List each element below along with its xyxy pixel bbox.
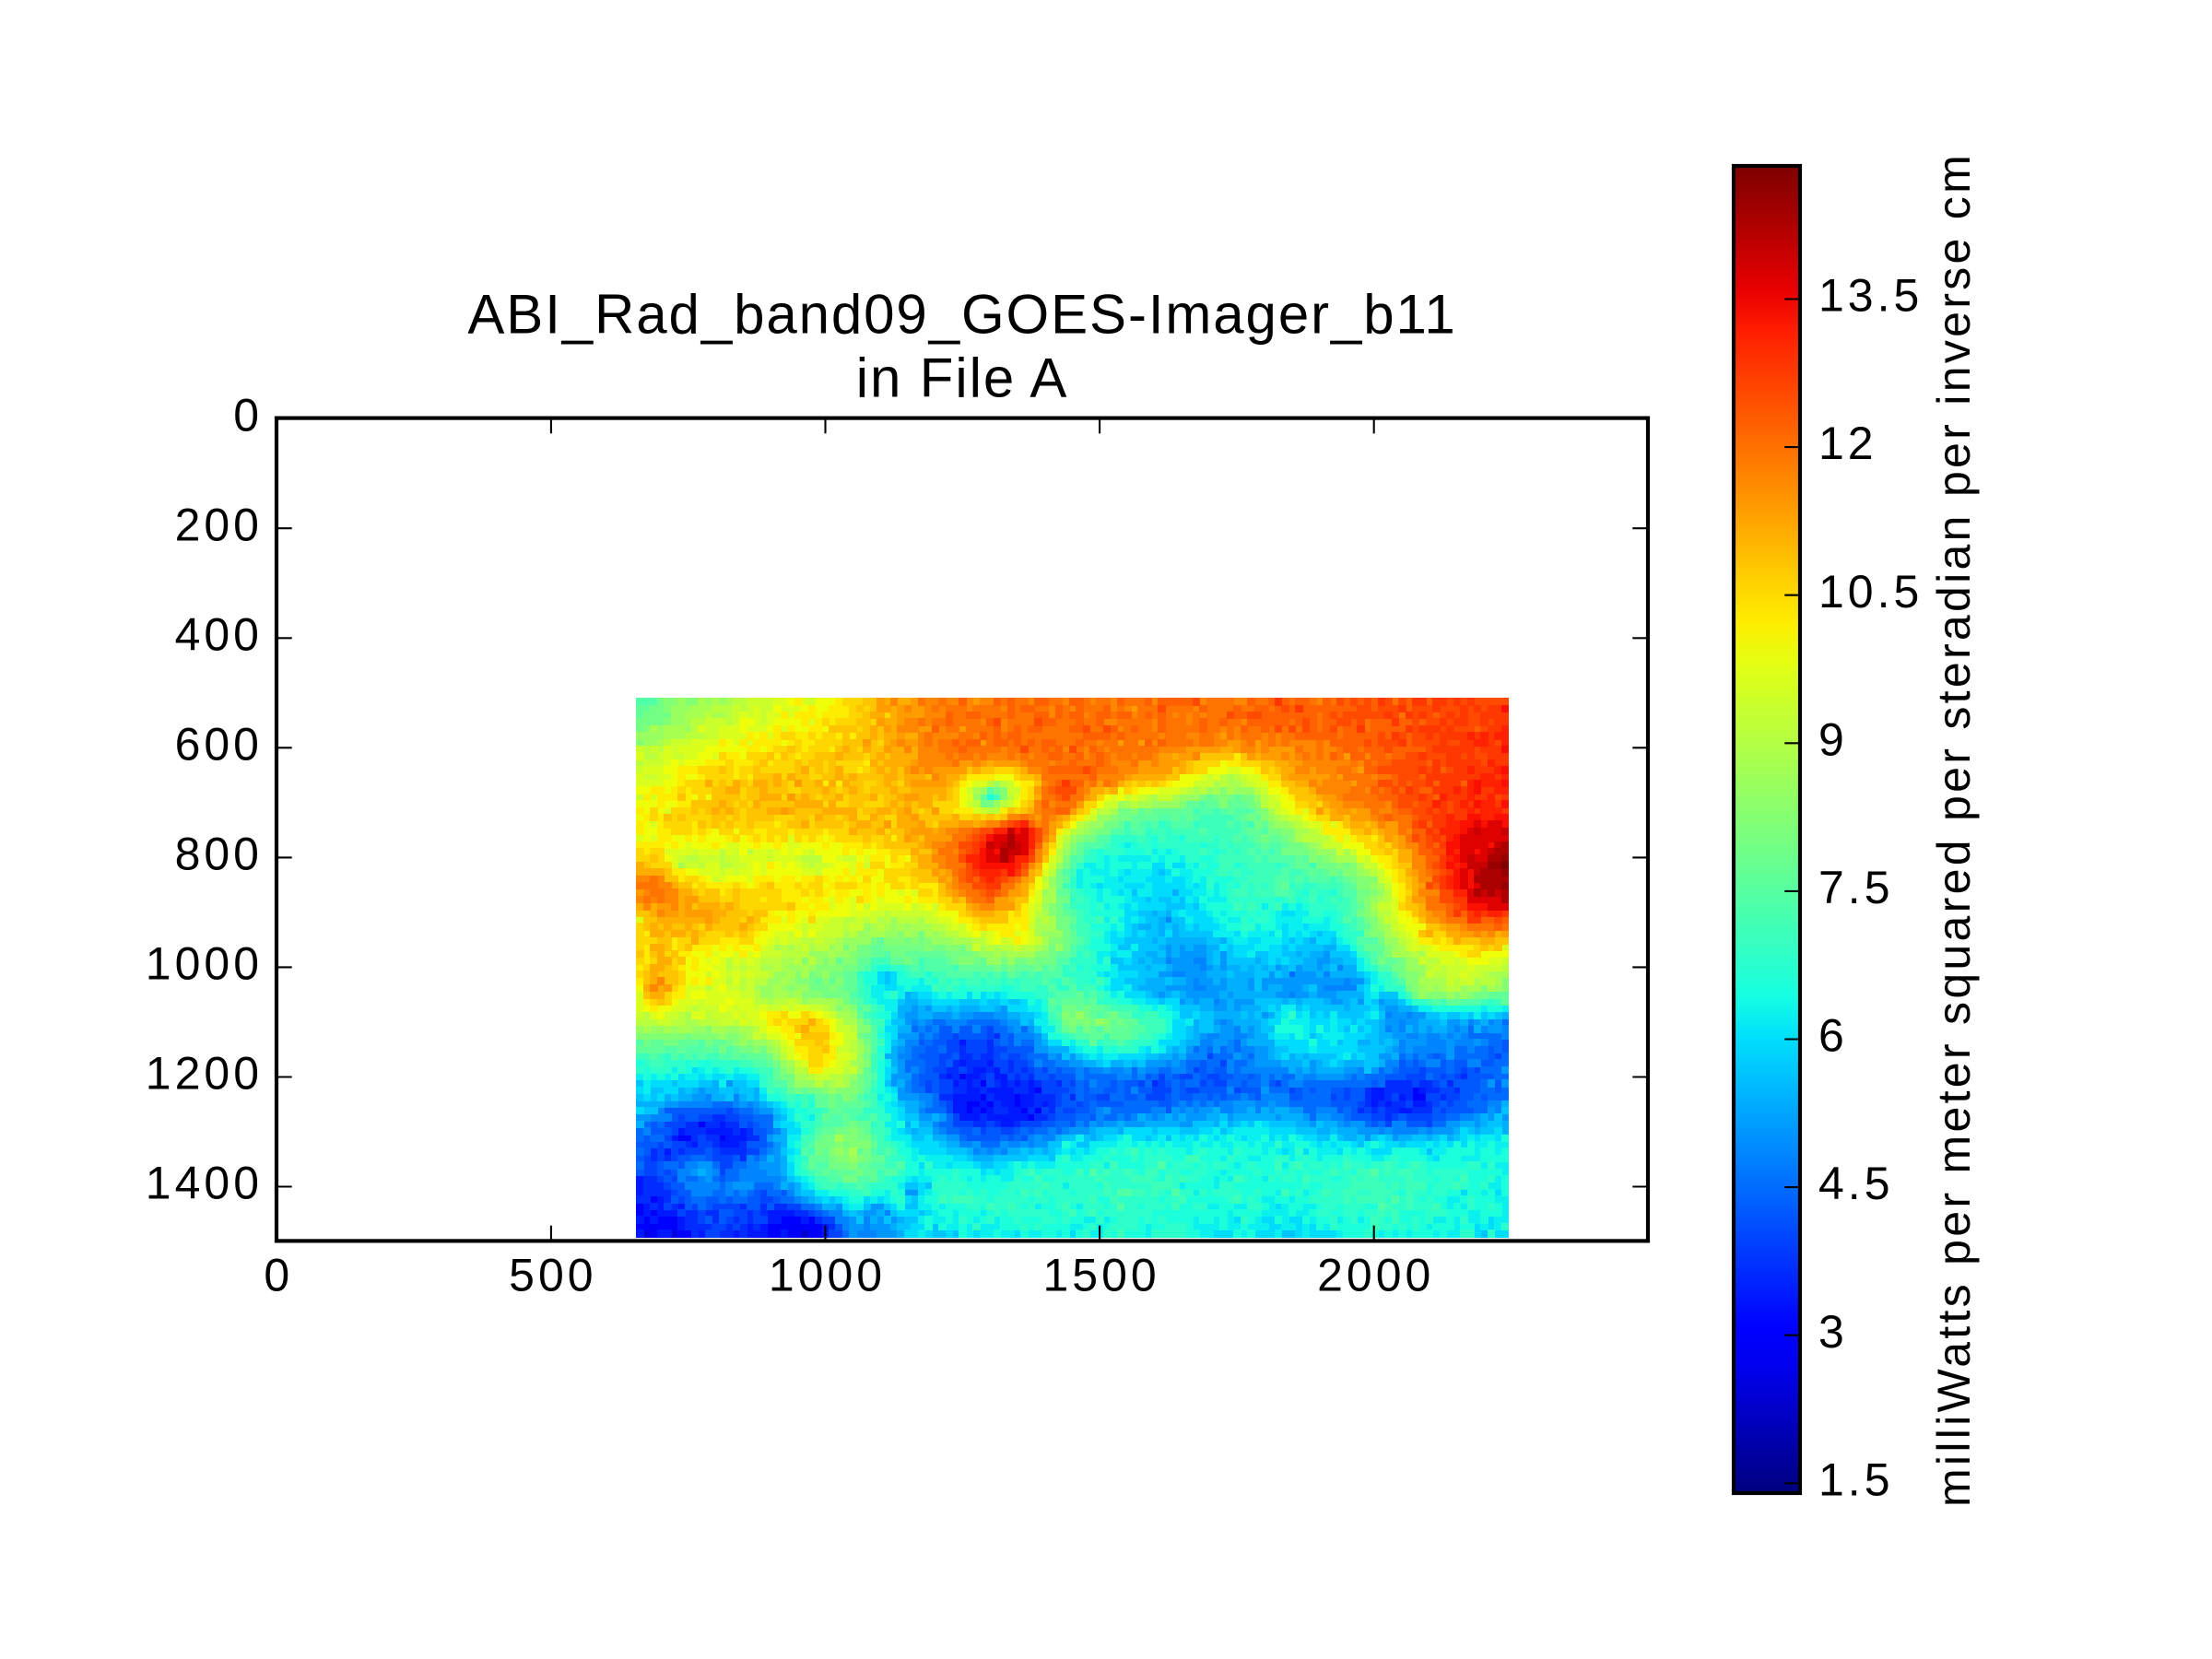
svg-text:ABI_Rad_band09_GOES-Imager_b11: ABI_Rad_band09_GOES-Imager_b11	[467, 284, 1456, 346]
svg-text:milliWatts per meter squared p: milliWatts per meter squared per steradi…	[1928, 152, 1980, 1507]
svg-text:13.5: 13.5	[1818, 270, 1923, 322]
svg-text:500: 500	[509, 1250, 596, 1301]
svg-text:9: 9	[1818, 713, 1848, 765]
svg-text:1000: 1000	[146, 938, 263, 990]
svg-text:800: 800	[175, 829, 263, 880]
svg-text:0: 0	[233, 389, 263, 441]
svg-text:200: 200	[175, 499, 263, 550]
svg-text:1200: 1200	[146, 1048, 263, 1100]
svg-text:7.5: 7.5	[1818, 862, 1894, 913]
svg-text:1.5: 1.5	[1818, 1453, 1894, 1505]
svg-text:2000: 2000	[1317, 1250, 1434, 1301]
svg-text:10.5: 10.5	[1818, 566, 1923, 618]
svg-text:in File A: in File A	[856, 347, 1069, 409]
svg-text:0: 0	[264, 1250, 293, 1301]
svg-text:1400: 1400	[146, 1158, 263, 1209]
svg-text:6: 6	[1818, 1010, 1848, 1062]
svg-text:600: 600	[175, 718, 263, 770]
svg-text:400: 400	[175, 608, 263, 660]
svg-text:1500: 1500	[1042, 1250, 1159, 1301]
svg-text:12: 12	[1818, 418, 1877, 469]
svg-text:1000: 1000	[769, 1250, 886, 1301]
svg-text:3: 3	[1818, 1306, 1848, 1358]
svg-text:4.5: 4.5	[1818, 1158, 1894, 1209]
